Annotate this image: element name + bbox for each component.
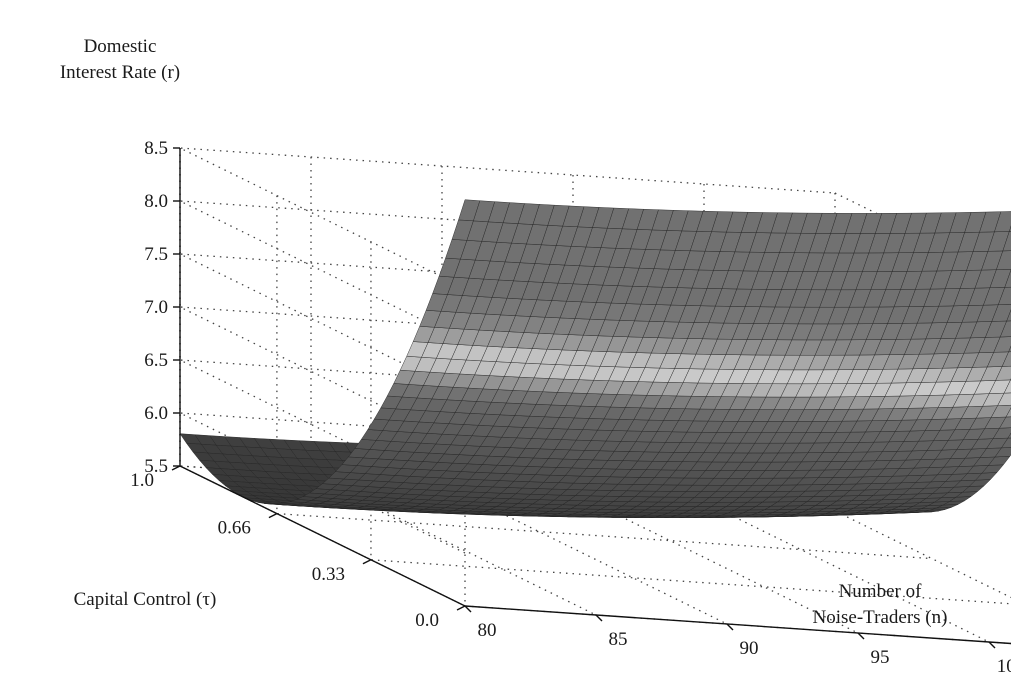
z-tick-label-1: 6.0 [144,403,168,424]
z-tick-label-3: 7.0 [144,297,168,318]
z-tick-label-2: 6.5 [144,350,168,371]
tau-tick-label-0: 0.0 [415,610,439,631]
n-tick-label-1: 85 [609,629,628,650]
n-tick-label-2: 90 [740,638,759,659]
tau-tick-0 [457,606,465,610]
x-axis-title-line1: Number of [839,581,923,602]
n-tick-label-3: 95 [871,647,890,668]
n-tick-label-0: 80 [478,620,497,641]
n-tick-label-4: 100 [997,656,1011,677]
z-tick-label-4: 7.5 [144,244,168,265]
x-axis-title-line2: Noise-Traders (n) [813,607,948,628]
z-axis-title-line1: Domestic [84,36,157,57]
tau-tick-label-1: 0.33 [312,564,345,585]
tau-tick-label-2: 0.66 [218,518,251,539]
z-axis-title-line2: Interest Rate (r) [60,62,180,83]
tau-tick-2 [269,514,277,518]
y-axis-title: Capital Control (τ) [74,589,217,610]
z-tick-label-5: 8.0 [144,191,168,212]
tau-tick-1 [363,560,371,564]
surface-layer [180,200,1011,518]
z-tick-label-6: 8.5 [144,138,168,159]
tau-tick-label-3: 1.0 [130,470,154,491]
